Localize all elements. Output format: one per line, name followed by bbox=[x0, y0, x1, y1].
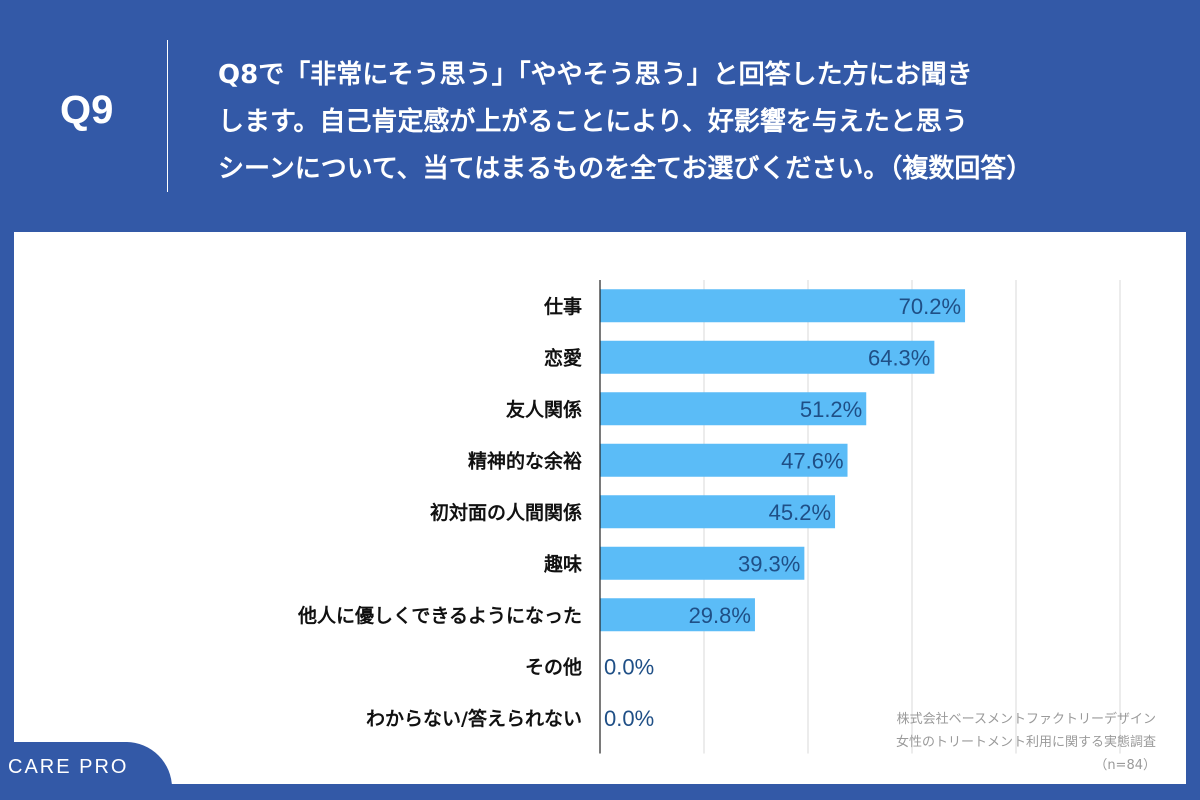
value-label: 51.2% bbox=[800, 397, 862, 422]
category-label: わからない/答えられない bbox=[366, 707, 582, 730]
bar bbox=[600, 392, 867, 426]
value-label: 29.8% bbox=[689, 603, 751, 628]
question-number: Q9 bbox=[60, 88, 114, 132]
bar bbox=[600, 598, 755, 632]
value-label: 45.2% bbox=[769, 500, 831, 525]
source-sample-size: （n=84） bbox=[1094, 758, 1156, 773]
bar bbox=[600, 443, 848, 477]
question-header: Q9 Q8で「非常にそう思う」「ややそう思う」と回答した方にお聞き します。自己… bbox=[0, 0, 1200, 232]
value-label: 0.0% bbox=[604, 706, 654, 731]
category-label: 精神的な余裕 bbox=[468, 449, 582, 472]
logo-text: CARE PRO bbox=[8, 756, 129, 778]
category-label: 恋愛 bbox=[544, 346, 582, 369]
category-label: 仕事 bbox=[543, 295, 582, 318]
value-label: 47.6% bbox=[781, 448, 843, 473]
bar bbox=[600, 495, 836, 529]
bar bbox=[600, 546, 805, 580]
category-label: 趣味 bbox=[543, 552, 582, 575]
category-label: その他 bbox=[525, 655, 582, 678]
chart-panel: 仕事 70.2% 恋愛 64.3% 友人関係 51.2% 精神的な余裕 47.6% 初対面の人間… bbox=[14, 232, 1186, 784]
category-label: 友人関係 bbox=[506, 398, 582, 421]
care-pro-logo: CARE PRO bbox=[0, 742, 172, 800]
bar bbox=[600, 289, 966, 323]
question-text: Q8で「非常にそう思う」「ややそう思う」と回答した方にお聞き します。自己肯定感… bbox=[218, 60, 1033, 184]
category-label: 初対面の人間関係 bbox=[430, 501, 582, 524]
source-survey: 女性のトリートメント利用に関する実態調査 bbox=[895, 735, 1156, 750]
bar-chart: 仕事 70.2% 恋愛 64.3% 友人関係 51.2% 精神的な余裕 47.6% 初対面の人間… bbox=[297, 280, 1121, 754]
header-divider bbox=[167, 40, 168, 192]
value-label: 64.3% bbox=[868, 345, 930, 370]
bar bbox=[600, 340, 935, 374]
source-note: 株式会社ベースメントファクトリーデザイン 女性のトリートメント利用に関する実態調… bbox=[896, 708, 1156, 777]
category-label: 他人に優しくできるようになった bbox=[297, 604, 582, 627]
value-label: 70.2% bbox=[899, 294, 961, 319]
value-label: 0.0% bbox=[604, 654, 654, 679]
value-label: 39.3% bbox=[738, 551, 800, 576]
source-company: 株式会社ベースメントファクトリーデザイン bbox=[896, 712, 1156, 727]
